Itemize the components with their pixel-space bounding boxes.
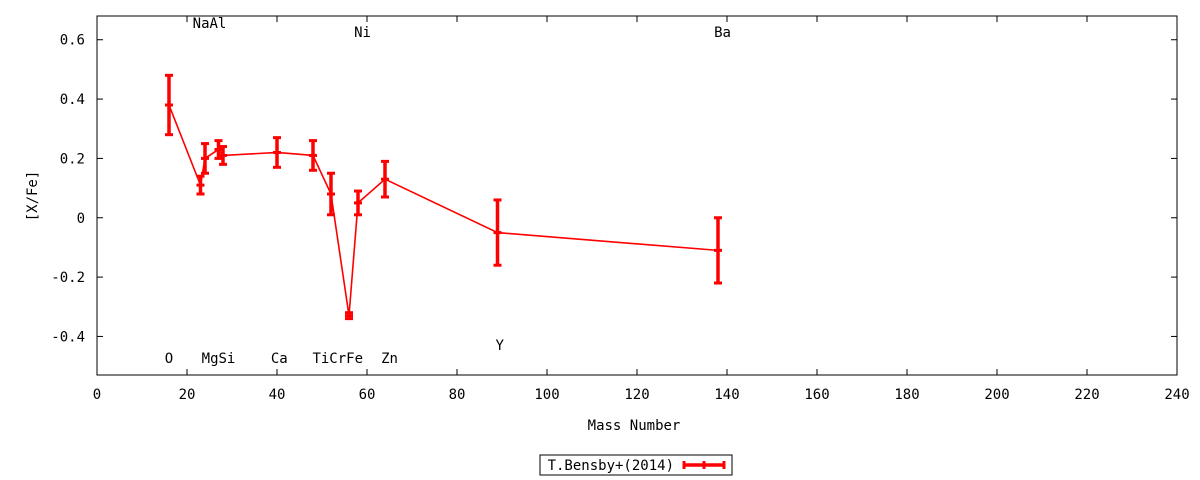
y-tick-label: -0.4 — [51, 329, 85, 345]
x-tick-label: 200 — [984, 387, 1009, 403]
y-tick-label: 0.6 — [60, 33, 85, 49]
element-label: NaAl — [193, 16, 227, 32]
x-tick-label: 140 — [714, 387, 739, 403]
element-label: Zn — [381, 351, 398, 367]
y-tick-label: 0.2 — [60, 151, 85, 167]
y-tick-label: 0 — [77, 211, 85, 227]
y-axis-label: [X/Fe] — [25, 171, 41, 222]
y-tick-label: -0.2 — [51, 270, 85, 286]
element-label: O — [165, 351, 173, 367]
x-tick-label: 220 — [1074, 387, 1099, 403]
element-label: Ni — [354, 25, 371, 41]
element-label: Ba — [714, 25, 731, 41]
x-tick-label: 20 — [179, 387, 196, 403]
element-label: Y — [496, 338, 505, 354]
legend-sample — [682, 461, 726, 469]
axis-ticks: 0 20 40 60 80 100 120 140 160 180 200 220 240 -0.4 -0.… — [51, 16, 1190, 403]
y-tick-label: 0.4 — [60, 92, 85, 108]
element-label: TiCrFe — [312, 351, 363, 367]
x-tick-label: 180 — [894, 387, 919, 403]
element-label: Ca — [271, 351, 288, 367]
axes-frame — [96, 15, 1178, 376]
x-tick-label: 80 — [449, 387, 466, 403]
x-tick-label: 40 — [269, 387, 286, 403]
series-line — [168, 104, 719, 316]
x-axis-label: Mass Number — [588, 418, 681, 434]
plot-border — [96, 15, 1178, 376]
x-tick-label: 60 — [359, 387, 376, 403]
element-label: MgSi — [202, 351, 236, 367]
data-series — [165, 73, 722, 321]
x-tick-label: 0 — [93, 387, 101, 403]
x-tick-label: 160 — [804, 387, 829, 403]
x-tick-label: 100 — [534, 387, 559, 403]
legend: T.Bensby+(2014) — [539, 454, 733, 476]
x-tick-label: 240 — [1164, 387, 1189, 403]
element-annotations: O NaAl MgSi Ca TiCrFe Ni Zn Y Ba — [165, 16, 731, 367]
x-tick-label: 120 — [624, 387, 649, 403]
legend-label: T.Bensby+(2014) — [548, 458, 674, 474]
legend-box — [539, 454, 733, 476]
